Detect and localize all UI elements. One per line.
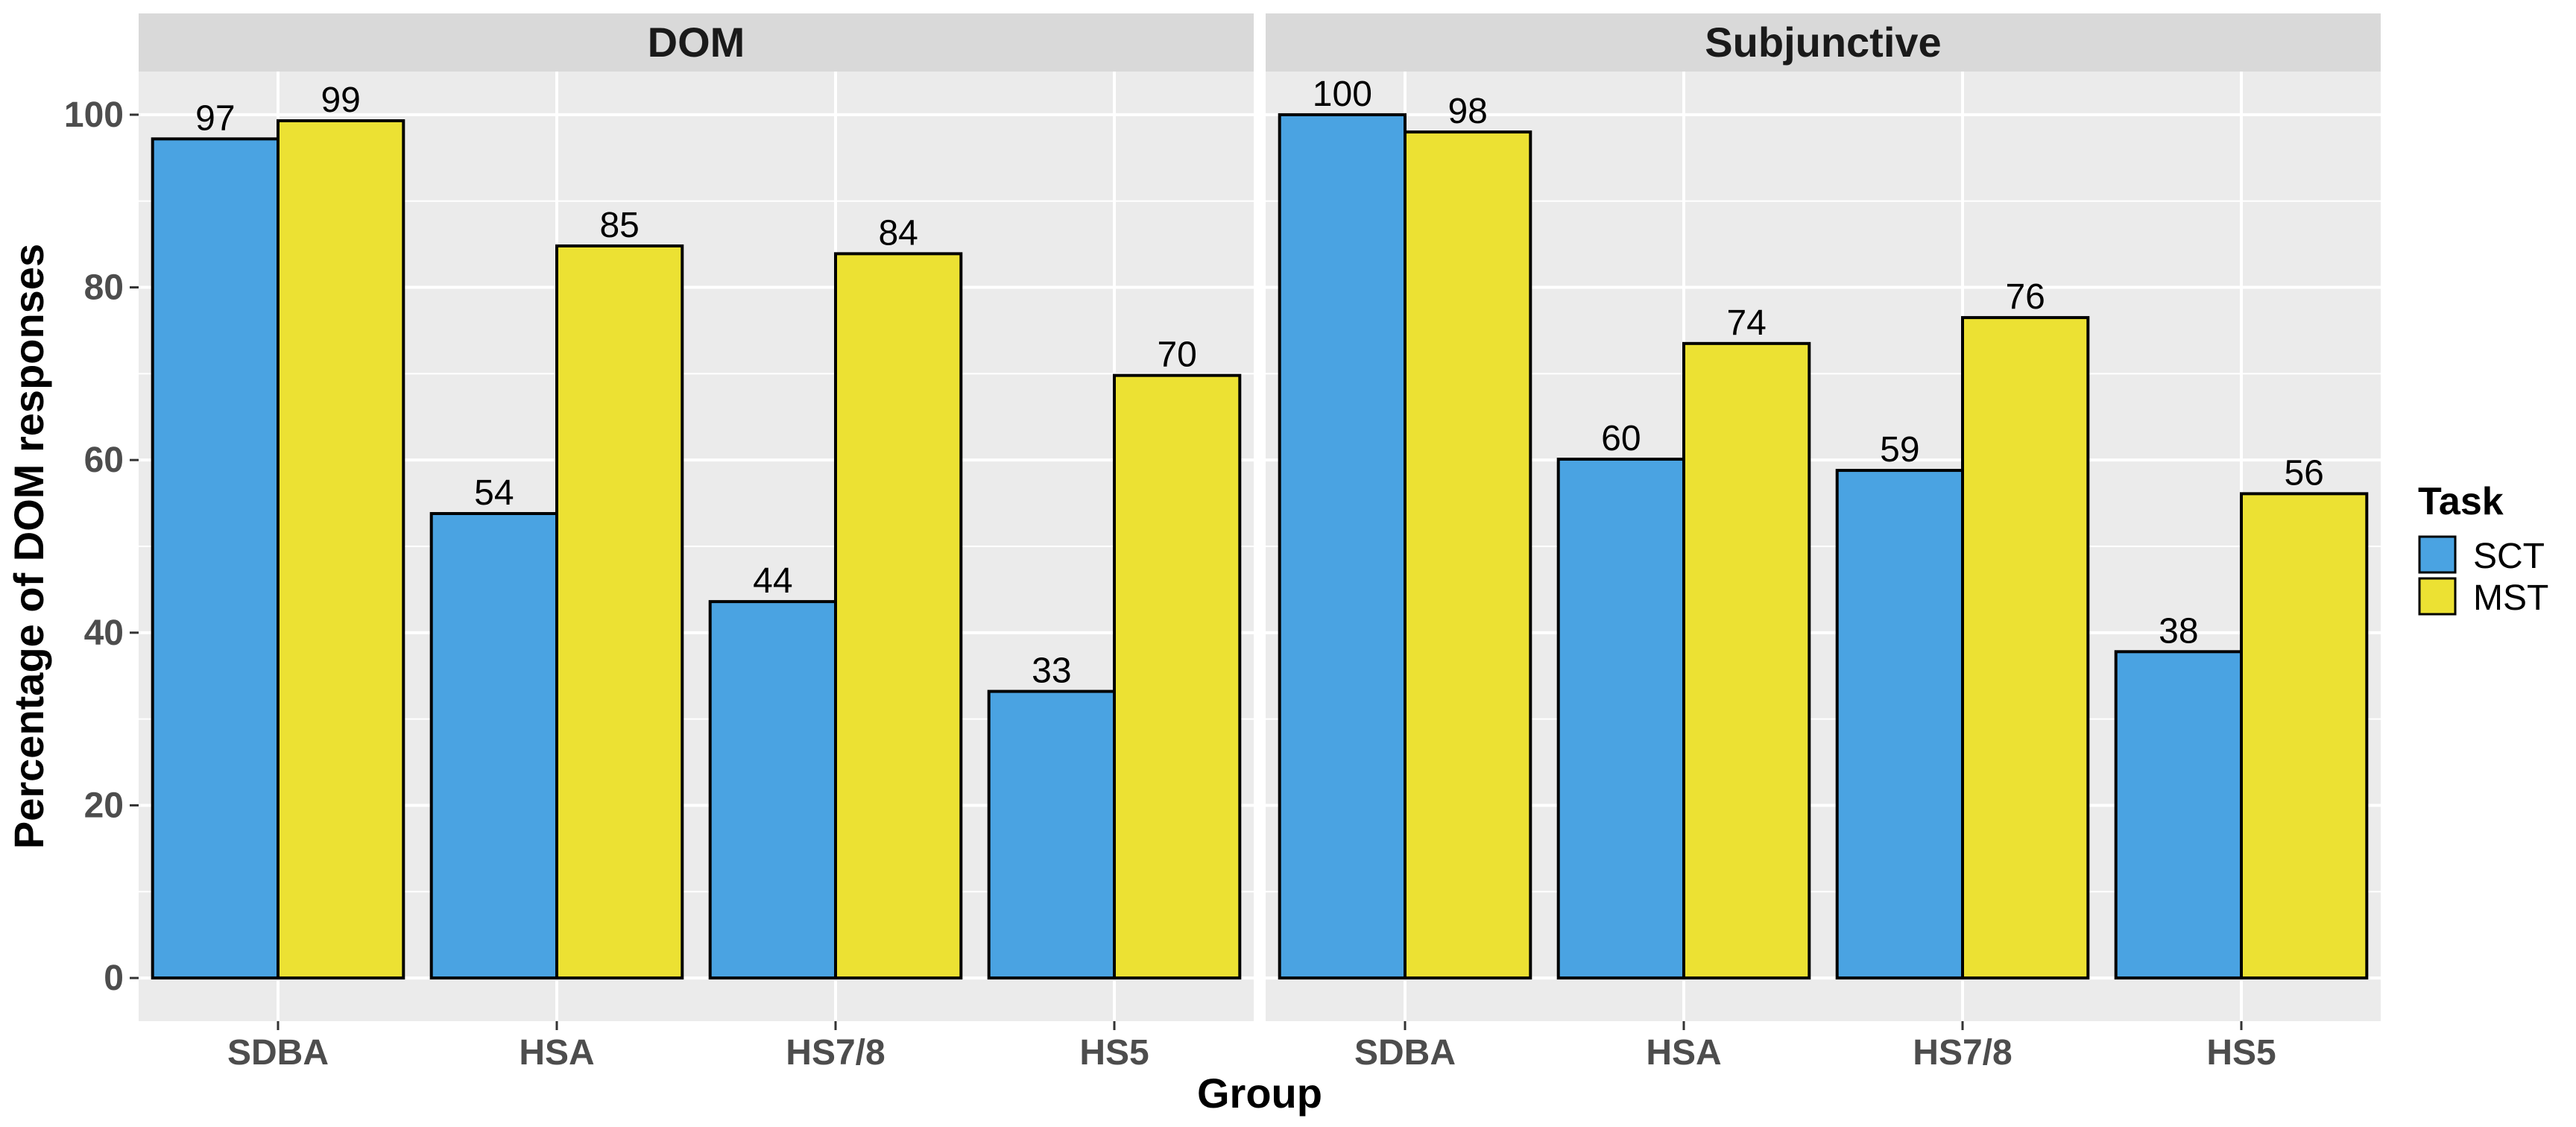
x-tick-label-sdba: SDBA	[227, 1033, 329, 1073]
bar-subjunctive-sdba-mst	[1404, 130, 1532, 980]
bar-label-subjunctive-hsa-sct: 60	[1601, 419, 1641, 458]
y-tick-label-40: 40	[84, 613, 124, 653]
y-axis: 0 20 40 60 80 100	[64, 95, 139, 998]
bar-label-dom-hs7-8-mst: 84	[878, 213, 918, 253]
legend-label-sct: SCT	[2473, 537, 2545, 576]
panel-dom-strip	[139, 13, 1254, 72]
bar-dom-sdba-sct	[151, 137, 280, 980]
bar-label-dom-hs5-mst: 70	[1157, 335, 1196, 375]
bar-label-subjunctive-hs7-8-mst: 76	[2005, 277, 2045, 317]
panel-dom-bars	[151, 119, 1242, 980]
panel-dom: DOM 97 54 44 33 99 85 84 70 SDBA HSA HS7/8 HS5	[139, 13, 1254, 1073]
bar-label-subjunctive-hsa-mst: 74	[1726, 303, 1766, 343]
x-tick-label-sdba: SDBA	[1354, 1033, 1456, 1073]
x-tick-label-hsa: HSA	[1646, 1033, 1721, 1073]
bar-label-subjunctive-hs5-mst: 56	[2284, 453, 2323, 493]
bar-label-subjunctive-hs7-8-sct: 59	[1880, 430, 1919, 470]
x-tick-label-hs7-8: HS7/8	[786, 1033, 885, 1073]
bar-dom-hs7-8-mst	[834, 252, 963, 980]
x-axis-title: Group	[1197, 1070, 1322, 1117]
bar-label-dom-hs5-sct: 33	[1032, 651, 1071, 691]
legend-label-mst: MST	[2473, 578, 2548, 618]
bar-subjunctive-hs5-mst	[2240, 492, 2369, 980]
bar-label-dom-hs7-8-sct: 44	[753, 561, 792, 601]
bar-label-subjunctive-sdba-sct: 100	[1313, 75, 1372, 114]
panel-subjunctive-title: Subjunctive	[1705, 19, 1941, 66]
bar-dom-hs5-sct	[987, 689, 1116, 980]
bar-subjunctive-hs5-sct	[2114, 650, 2243, 980]
bar-label-subjunctive-sdba-mst: 98	[1448, 92, 1487, 131]
y-tick-label-20: 20	[84, 786, 124, 825]
legend-title: Task	[2418, 480, 2504, 523]
y-tick-label-60: 60	[84, 441, 124, 480]
y-tick-label-100: 100	[64, 95, 124, 135]
panel-subjunctive-bars	[1278, 113, 2369, 980]
bar-label-dom-hsa-sct: 54	[474, 473, 514, 513]
bar-subjunctive-hs7-8-sct	[1835, 469, 1964, 980]
y-tick-label-0: 0	[104, 959, 124, 998]
bar-dom-hs5-mst	[1113, 373, 1242, 980]
panel-subjunctive-x-ticks: SDBA HSA HS7/8 HS5	[1354, 1021, 2276, 1073]
bar-dom-hsa-mst	[555, 244, 684, 980]
bar-subjunctive-hs7-8-mst	[1961, 316, 2090, 980]
x-tick-label-hsa: HSA	[519, 1033, 594, 1073]
bar-dom-hsa-sct	[429, 511, 559, 980]
panel-dom-title: DOM	[648, 19, 745, 66]
x-tick-label-hs5: HS5	[1079, 1033, 1149, 1073]
bar-subjunctive-hsa-sct	[1556, 458, 1685, 980]
panel-dom-bar-labels: 97 54 44 33 99 85 84 70	[195, 80, 1197, 691]
legend-key-sct	[2418, 535, 2457, 574]
bar-subjunctive-sdba-sct	[1278, 113, 1407, 980]
panel-subjunctive: Subjunctive 100 60 59 38 98 74 76 56 SDBA HSA HS7…	[1266, 13, 2381, 1073]
bar-dom-hs7-8-sct	[708, 600, 838, 980]
bar-label-dom-sdba-sct: 97	[195, 98, 235, 138]
bar-subjunctive-hsa-mst	[1682, 341, 1811, 980]
y-tick-label-80: 80	[84, 268, 124, 308]
bar-label-dom-sdba-mst: 99	[321, 80, 360, 120]
bar-label-subjunctive-hs5-sct: 38	[2159, 611, 2198, 651]
y-axis-title: Percentage of DOM responses	[5, 244, 52, 849]
legend-key-mst	[2418, 577, 2457, 616]
bar-label-dom-hsa-mst: 85	[599, 206, 639, 245]
x-tick-label-hs5: HS5	[2206, 1033, 2276, 1073]
panel-dom-x-ticks: SDBA HSA HS7/8 HS5	[227, 1021, 1149, 1073]
bar-dom-sdba-mst	[277, 119, 405, 980]
x-tick-label-hs7-8: HS7/8	[1913, 1033, 2012, 1073]
panel-subjunctive-bar-labels: 100 60 59 38 98 74 76 56	[1313, 75, 2324, 651]
legend: Task SCT MST	[2418, 480, 2548, 618]
panel-subjunctive-strip	[1266, 13, 2381, 72]
